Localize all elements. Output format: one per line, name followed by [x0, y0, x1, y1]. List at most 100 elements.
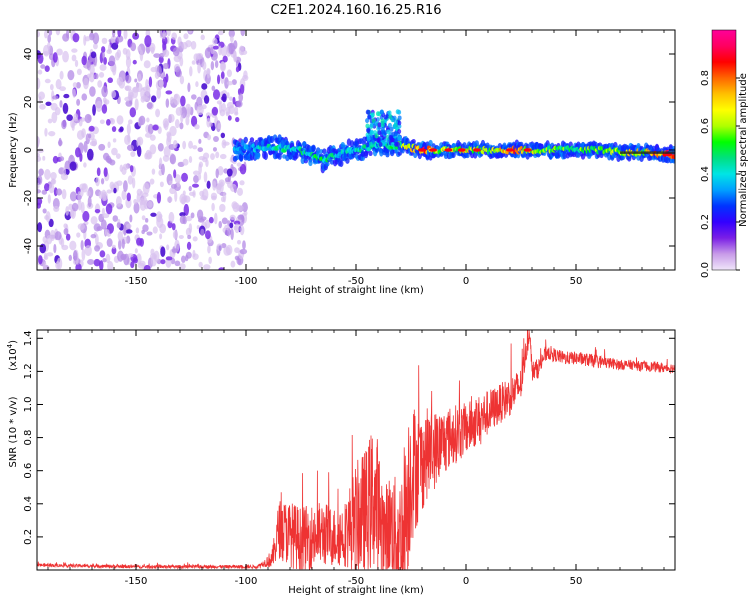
- noise-blob: [218, 179, 225, 187]
- noise-blob: [75, 82, 81, 89]
- snr-y-exponent-close: ): [8, 340, 19, 344]
- noise-blob: [236, 239, 242, 245]
- ridge-halo: [249, 137, 255, 143]
- spectrogram-y-tick-label: -20: [23, 190, 34, 206]
- noise-blob: [146, 231, 153, 236]
- noise-blob: [210, 192, 218, 200]
- noise-blob: [218, 220, 222, 229]
- noise-blob: [83, 162, 87, 168]
- ridge-lobe: [373, 121, 378, 127]
- noise-blob: [98, 143, 106, 151]
- noise-blob: [98, 190, 104, 199]
- noise-blob: [219, 153, 227, 160]
- noise-blob: [192, 145, 198, 150]
- snr-y-tick-label: 1.4: [23, 330, 34, 346]
- noise-blob: [102, 191, 108, 202]
- noise-blob: [37, 197, 43, 206]
- noise-blob: [99, 250, 106, 258]
- noise-blob: [134, 98, 139, 111]
- colorbar-label: Normalized spectral amplitude: [738, 73, 749, 227]
- noise-blob: [90, 234, 97, 239]
- noise-blob: [234, 247, 240, 254]
- snr-line: [37, 330, 675, 570]
- noise-blob: [111, 246, 117, 255]
- noise-blob: [192, 183, 199, 188]
- noise-blob: [212, 89, 221, 100]
- noise-blob: [188, 30, 192, 34]
- noise-blob: [162, 30, 166, 40]
- noise-blob: [116, 76, 124, 86]
- noise-blob: [190, 40, 197, 50]
- noise-blob: [232, 96, 236, 105]
- noise-blob: [42, 155, 46, 161]
- noise-blob: [150, 66, 158, 73]
- noise-blob: [72, 88, 76, 98]
- noise-blob: [139, 199, 147, 211]
- noise-blob: [54, 231, 62, 241]
- snr-y-exponent-base: (x10: [8, 348, 19, 371]
- ridge-lobe: [365, 123, 370, 129]
- noise-blob: [62, 102, 69, 115]
- noise-blob: [187, 234, 192, 240]
- noise-blob: [210, 153, 215, 160]
- ridge-halo: [325, 161, 330, 167]
- ridge-lobe: [366, 127, 371, 133]
- noise-blob: [222, 55, 228, 63]
- spectrogram-x-tick-label: 50: [570, 276, 583, 287]
- noise-blob: [93, 43, 98, 50]
- noise-blob: [217, 122, 222, 130]
- noise-blob: [98, 71, 105, 78]
- noise-blob: [89, 140, 98, 147]
- ridge-halo: [302, 141, 307, 147]
- noise-blob: [168, 180, 173, 185]
- noise-blob: [129, 165, 134, 173]
- noise-blob: [183, 33, 189, 40]
- noise-blob: [174, 190, 178, 202]
- noise-blob: [196, 96, 203, 108]
- noise-blob: [43, 30, 48, 39]
- noise-blob: [107, 157, 113, 164]
- noise-blob: [44, 169, 51, 180]
- noise-blob: [92, 104, 96, 116]
- noise-blob: [63, 228, 69, 235]
- ridge-halo: [322, 148, 327, 155]
- noise-blob: [159, 181, 164, 188]
- noise-blob: [198, 161, 204, 168]
- noise-blob: [178, 234, 184, 239]
- noise-blob: [66, 114, 73, 121]
- noise-blob: [216, 74, 221, 85]
- noise-blob: [140, 96, 146, 103]
- noise-blob: [56, 48, 63, 56]
- noise-blob: [37, 182, 40, 189]
- noise-blob: [110, 35, 117, 45]
- noise-blob: [159, 233, 163, 240]
- noise-blob: [224, 77, 229, 89]
- noise-blob: [134, 248, 138, 254]
- noise-blob: [147, 151, 153, 160]
- noise-blob: [185, 215, 193, 222]
- noise-blob: [166, 196, 173, 203]
- noise-blob: [116, 115, 124, 125]
- noise-blob: [81, 55, 87, 66]
- noise-blob: [221, 102, 226, 112]
- noise-blob: [152, 226, 158, 234]
- noise-blob: [142, 182, 150, 195]
- noise-blob: [126, 144, 135, 151]
- noise-blob: [193, 175, 199, 184]
- noise-blob: [158, 157, 163, 169]
- noise-blob: [110, 90, 117, 99]
- ridge-lobe: [368, 141, 373, 147]
- noise-blob: [107, 141, 111, 149]
- noise-blob: [171, 248, 179, 253]
- noise-blob: [133, 202, 140, 214]
- noise-blob: [165, 98, 170, 108]
- snr-x-tick-label: -150: [125, 576, 148, 587]
- noise-blob: [170, 183, 177, 189]
- noise-blob: [227, 115, 232, 121]
- noise-blob: [48, 183, 55, 194]
- noise-blob: [101, 85, 108, 98]
- noise-blob: [231, 79, 237, 85]
- noise-blob: [101, 46, 106, 53]
- noise-blob: [156, 191, 162, 204]
- noise-blob: [173, 93, 178, 100]
